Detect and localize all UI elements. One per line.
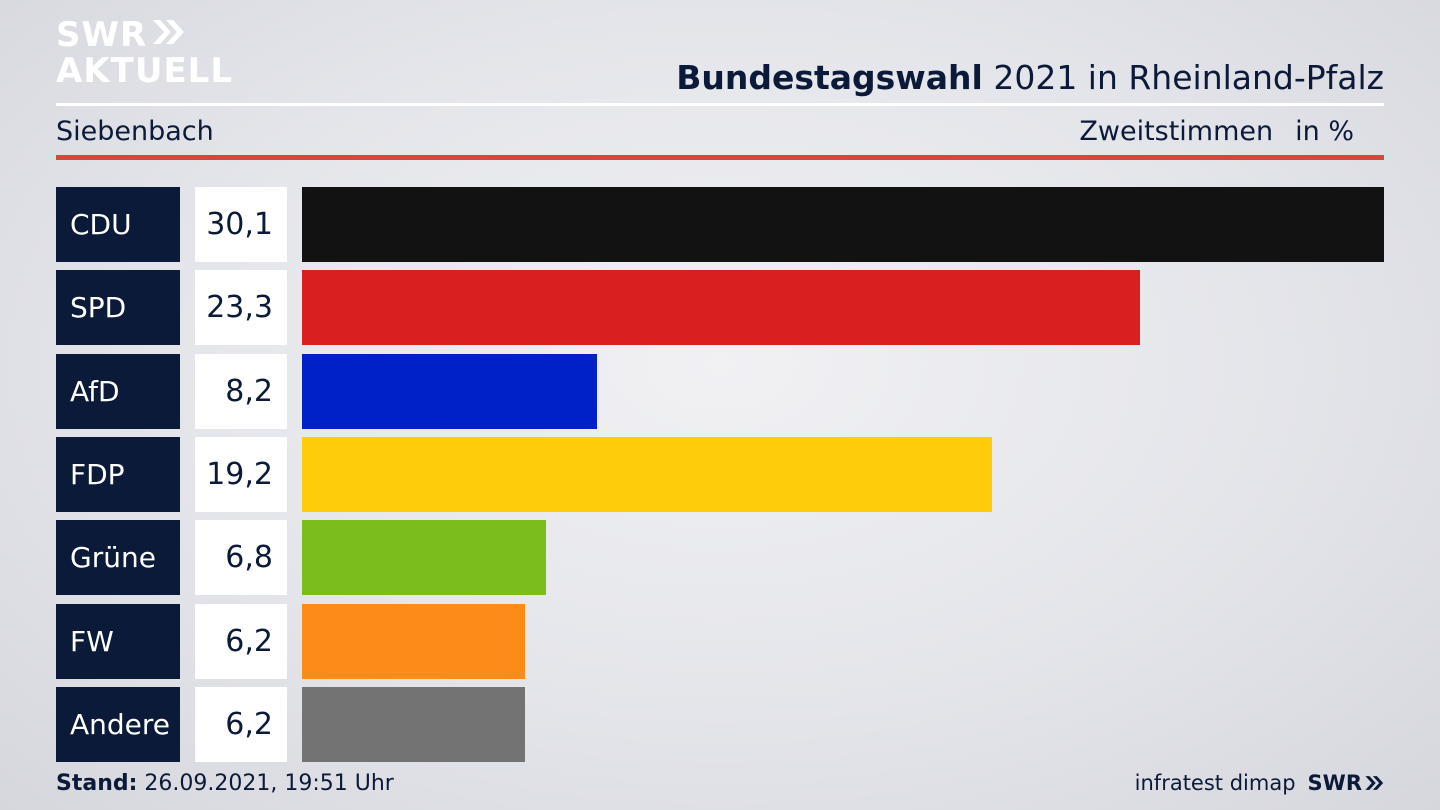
source-credit: infratest dimap SWR (1135, 771, 1384, 795)
title-bold: Bundestagswahl (676, 58, 983, 97)
value-label: 8,2 (195, 353, 287, 429)
party-label: Andere (56, 686, 180, 762)
bar-row: CDU 30,1 (56, 187, 1384, 262)
swr-aktuell-logo: SWR AKTUELL (56, 18, 233, 88)
footer-brand: SWR (1307, 771, 1362, 795)
logo-line2: AKTUELL (56, 51, 234, 91)
metric-text: Zweitstimmen (1079, 116, 1274, 147)
stand-label: Stand: (56, 771, 138, 796)
bar-row: SPD 23,3 (56, 270, 1384, 346)
value-label: 6,2 (195, 603, 287, 679)
location-label: Siebenbach (56, 116, 214, 147)
party-label: CDU (56, 187, 180, 262)
title-rest: 2021 in Rheinland-Pfalz (982, 58, 1384, 97)
party-label: Grüne (56, 520, 180, 596)
source-text: infratest dimap (1134, 771, 1296, 795)
party-label: SPD (56, 270, 180, 346)
value-label: 6,8 (195, 520, 287, 596)
bar-row: FDP 19,2 (56, 436, 1384, 512)
bar-row: Grüne 6,8 (56, 520, 1384, 596)
bar (302, 520, 546, 596)
unit-text: in % (1295, 116, 1354, 147)
bar-row: FW 6,2 (56, 603, 1384, 679)
metric-label: Zweitstimmen in % (1079, 116, 1354, 147)
double-chevron-icon (151, 18, 185, 52)
logo-line1: SWR (56, 15, 148, 55)
bar (302, 686, 525, 762)
value-label: 30,1 (195, 187, 287, 262)
bar (302, 603, 525, 679)
bar-row: AfD 8,2 (56, 353, 1384, 429)
bar (302, 353, 597, 429)
value-label: 23,3 (195, 270, 287, 346)
party-label: AfD (56, 353, 180, 429)
party-label: FW (56, 603, 180, 679)
footer-swr-logo: SWR (1308, 771, 1384, 795)
accent-divider (56, 155, 1384, 160)
bar (302, 436, 992, 512)
value-label: 6,2 (195, 686, 287, 762)
bar (302, 187, 1384, 262)
bar-row: Andere 6,2 (56, 686, 1384, 762)
chart-title: Bundestagswahl 2021 in Rheinland-Pfalz (676, 58, 1384, 97)
stand-value: 26.09.2021, 19:51 Uhr (137, 771, 394, 796)
value-label: 19,2 (195, 436, 287, 512)
bar (302, 270, 1140, 346)
timestamp: Stand: 26.09.2021, 19:51 Uhr (56, 771, 394, 796)
party-label: FDP (56, 436, 180, 512)
header-divider (56, 103, 1384, 106)
